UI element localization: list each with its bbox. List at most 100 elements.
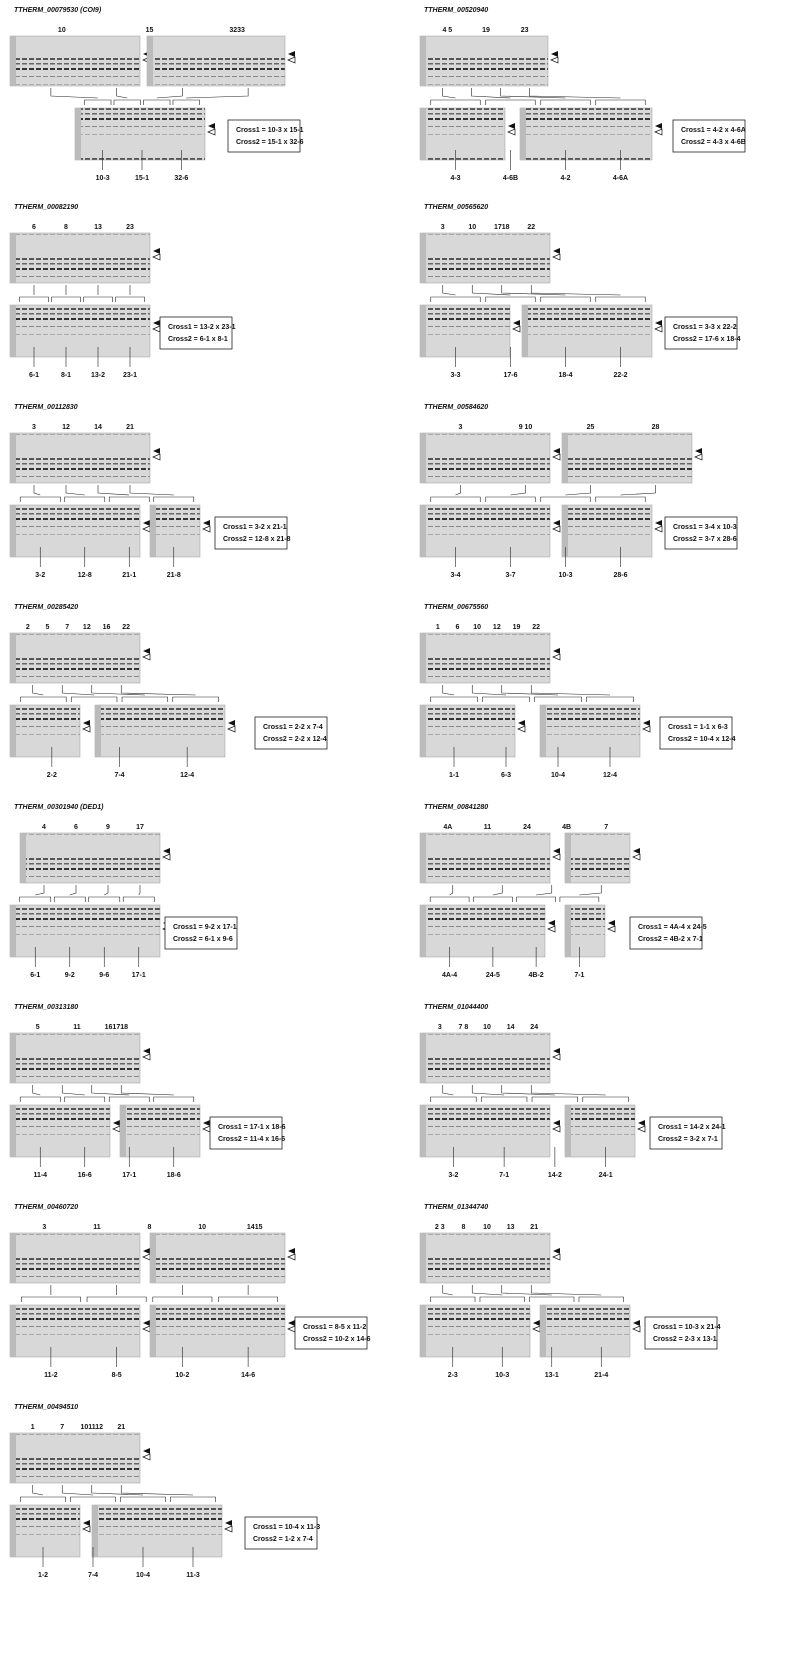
cross-text: Cross1 = 2-2 x 7-4 bbox=[263, 724, 323, 731]
cross-text: Cross1 = 4A-4 x 24-5 bbox=[638, 924, 707, 931]
gel-image bbox=[75, 108, 205, 160]
gel-image bbox=[420, 108, 505, 160]
connector bbox=[531, 1085, 628, 1102]
ladder bbox=[565, 905, 571, 957]
lane-label: 10 bbox=[198, 1224, 206, 1231]
lane-label: 1 bbox=[436, 624, 440, 631]
lane-label: 10 bbox=[468, 224, 476, 231]
cross-box bbox=[660, 717, 732, 749]
arrowhead-open bbox=[553, 1054, 560, 1060]
cross-box bbox=[165, 917, 237, 949]
lane-label: 7 bbox=[604, 824, 608, 831]
sample-label: 12-8 bbox=[78, 572, 92, 579]
arrowhead-open bbox=[208, 129, 215, 135]
cross-box bbox=[255, 717, 327, 749]
arrowhead-filled bbox=[518, 720, 525, 726]
ladder bbox=[420, 505, 426, 557]
lane-label: 4 5 bbox=[442, 27, 452, 34]
connector bbox=[153, 1285, 212, 1302]
sample-label: 24-5 bbox=[486, 972, 500, 979]
arrowhead-filled bbox=[153, 448, 160, 454]
cross-box bbox=[673, 120, 745, 152]
panel-title: TTHERM_00112830 bbox=[14, 404, 78, 411]
arrowhead-filled bbox=[638, 1120, 645, 1126]
sample-label: 4B-2 bbox=[529, 972, 544, 979]
sample-label: 23-1 bbox=[123, 372, 137, 379]
ladder bbox=[10, 233, 16, 283]
lane-label: 2 3 bbox=[435, 1224, 445, 1231]
connector bbox=[21, 1485, 66, 1502]
sample-label: 3-2 bbox=[448, 1172, 458, 1179]
arrowhead-filled bbox=[655, 123, 662, 129]
connector bbox=[52, 285, 81, 302]
cross-text: Cross2 = 11-4 x 16-6 bbox=[218, 1136, 285, 1143]
panel-title: TTHERM_00565620 bbox=[424, 204, 488, 211]
arrowhead-open bbox=[163, 854, 170, 860]
gel-image bbox=[20, 833, 160, 883]
lane-label: 12 bbox=[62, 424, 70, 431]
sample-label: 13-2 bbox=[91, 372, 105, 379]
lane-label: 6 bbox=[74, 824, 78, 831]
lane-label: 6 bbox=[32, 224, 36, 231]
cross-text: Cross1 = 3-2 x 21-1 bbox=[223, 524, 287, 531]
sample-label: 3-2 bbox=[35, 572, 45, 579]
arrowhead-filled bbox=[513, 320, 520, 326]
sample-label: 28-6 bbox=[613, 572, 627, 579]
arrowhead-filled bbox=[695, 448, 702, 454]
ladder bbox=[75, 108, 81, 160]
arrowhead-open bbox=[695, 454, 702, 460]
ladder bbox=[420, 1033, 426, 1083]
lane-label: 4A bbox=[443, 824, 452, 831]
lane-label: 13 bbox=[94, 224, 102, 231]
lane-label: 9 10 bbox=[519, 424, 533, 431]
lane-label: 15 bbox=[146, 27, 154, 34]
sample-label: 7-1 bbox=[499, 1172, 509, 1179]
gel-image bbox=[522, 305, 652, 357]
panel-title: TTHERM_00460720 bbox=[14, 1204, 78, 1211]
lane-label: 21 bbox=[117, 1424, 125, 1431]
arrowhead-open bbox=[143, 1254, 150, 1260]
lane-label: 6 bbox=[456, 624, 460, 631]
panel-title: TTHERM_00313180 bbox=[14, 1004, 78, 1011]
sample-label: 7-4 bbox=[88, 1572, 98, 1579]
lane-label: 21 bbox=[126, 424, 134, 431]
panel: TTHERM_000821906813236-18-113-223-1Cross… bbox=[10, 204, 236, 379]
cross-text: Cross1 = 4-2 x 4-6A bbox=[681, 127, 746, 134]
connector bbox=[21, 685, 67, 702]
lane-label: 22 bbox=[527, 224, 535, 231]
gel-image bbox=[565, 1105, 635, 1157]
sample-label: 21-4 bbox=[594, 1372, 608, 1379]
arrowhead-open bbox=[83, 726, 90, 732]
gel-image bbox=[120, 1105, 200, 1157]
arrowhead-filled bbox=[288, 1320, 295, 1326]
arrowhead-filled bbox=[153, 320, 160, 326]
sample-label: 22-2 bbox=[613, 372, 627, 379]
arrowhead-filled bbox=[228, 720, 235, 726]
ladder bbox=[10, 1433, 16, 1483]
ladder bbox=[420, 305, 426, 357]
sample-label: 1-1 bbox=[449, 772, 459, 779]
connector bbox=[123, 885, 154, 902]
arrowhead-filled bbox=[203, 520, 210, 526]
arrowhead-open bbox=[608, 926, 615, 932]
arrowhead-open bbox=[553, 254, 560, 260]
sample-label: 4-6B bbox=[503, 175, 518, 182]
sample-label: 8-5 bbox=[112, 1372, 122, 1379]
ladder bbox=[420, 108, 426, 160]
sample-label: 7-1 bbox=[574, 972, 584, 979]
cross-text: Cross1 = 8-5 x 11-2 bbox=[303, 1324, 366, 1331]
lane-label: 13 bbox=[507, 1224, 515, 1231]
gel-image bbox=[92, 1505, 222, 1557]
sample-label: 9-2 bbox=[65, 972, 75, 979]
arrowhead-open bbox=[553, 454, 560, 460]
lane-label: 3 bbox=[438, 1024, 442, 1031]
lane-label: 3 bbox=[441, 224, 445, 231]
arrowhead-open bbox=[83, 1526, 90, 1532]
gel-image bbox=[420, 905, 545, 957]
gel-image bbox=[420, 1105, 550, 1157]
arrowhead-filled bbox=[163, 848, 170, 854]
arrowhead-open bbox=[203, 1126, 210, 1132]
